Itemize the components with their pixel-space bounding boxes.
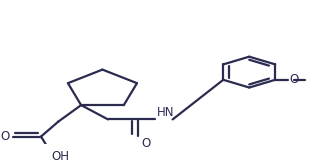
Text: O: O [142, 137, 151, 150]
Text: O: O [1, 130, 10, 143]
Text: HN: HN [157, 106, 174, 119]
Text: OH: OH [51, 150, 69, 163]
Text: O: O [290, 73, 299, 86]
